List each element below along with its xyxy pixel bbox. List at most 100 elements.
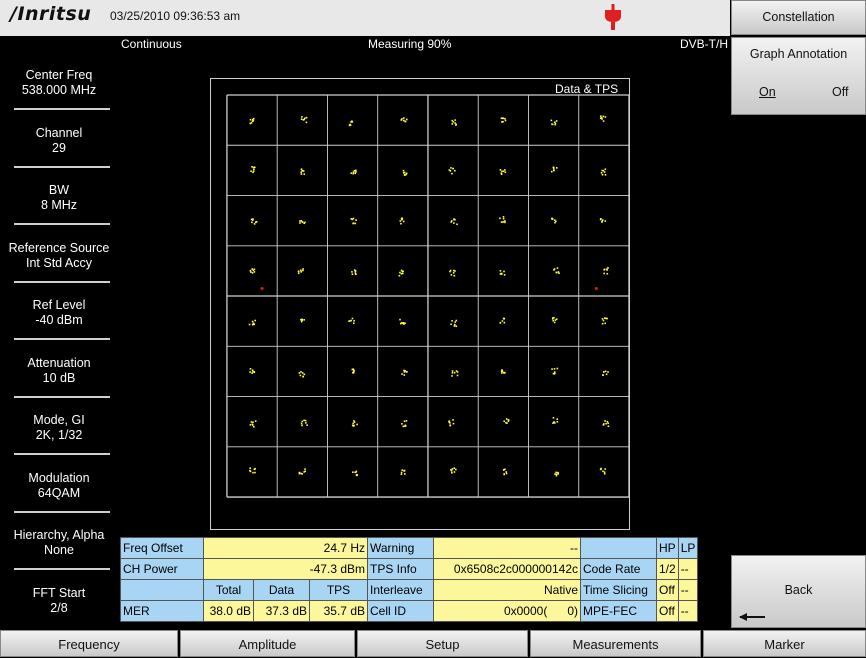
date-time: 03/25/2010 09:36:53 am <box>110 9 241 23</box>
param-value: 538.000 MHz <box>21 83 97 97</box>
code-rate-lp: -- <box>677 558 699 580</box>
mer-label: MER <box>120 600 204 622</box>
time-slicing-lp: -- <box>677 579 699 601</box>
constellation-point <box>300 419 308 427</box>
constellation-point <box>551 367 559 375</box>
constellation-point <box>451 119 458 126</box>
setup-menu-button[interactable]: Setup <box>357 630 528 657</box>
graph-annotation-button[interactable]: Graph Annotation On Off <box>731 37 866 115</box>
constellation-point <box>350 217 357 225</box>
constellation-point <box>399 318 406 325</box>
code-rate-hp: 1/2 <box>656 558 679 580</box>
parameter-summary-panel: Center Freq 538.000 MHz Channel 29 BW 8 MHz Re… <box>0 51 118 628</box>
measurement-status-bar: Continuous Measuring 90% DVB-T/H <box>118 36 730 51</box>
constellation-point <box>451 370 459 377</box>
constellation-point <box>400 117 408 123</box>
constellation-point <box>250 165 256 174</box>
constellation-point <box>552 416 559 425</box>
measurement-table: Freq Offset 24.7 Hz Warning -- HP LP CH … <box>120 537 699 622</box>
constellation-point <box>502 468 508 476</box>
marker-menu-button[interactable]: Marker <box>703 630 866 657</box>
frequency-menu-button[interactable]: Frequency <box>0 630 178 657</box>
mpe-fec-label: MPE-FEC <box>580 600 657 622</box>
constellation-point <box>298 468 306 475</box>
param-value: 29 <box>52 140 66 155</box>
param-label: Hierarchy, Alpha <box>13 528 105 542</box>
constellation-point <box>550 166 558 173</box>
constellation-point <box>599 115 607 122</box>
param-value: 64QAM <box>37 485 81 500</box>
back-button-label: Back <box>784 583 813 597</box>
param-separator <box>14 223 110 225</box>
constellation-point <box>550 119 558 126</box>
freq-offset-label: Freq Offset <box>120 537 204 559</box>
constellation-point <box>449 269 456 277</box>
param-label: Channel <box>35 125 83 140</box>
annotation-off-option[interactable]: Off <box>832 85 849 99</box>
tps-marker <box>260 287 264 290</box>
softkey-panel: Constellation Graph Annotation On Off Ba… <box>731 0 866 628</box>
param-value: None <box>44 543 74 557</box>
constellation-point <box>351 269 357 276</box>
param-mode-gi: Mode, GI 2K, 1/32 <box>0 413 118 443</box>
graph-annotation-label: Graph Annotation <box>749 47 848 61</box>
status-header: /Inritsu 03/25/2010 09:36:53 am <box>0 0 730 36</box>
param-label: Center Freq <box>25 68 93 82</box>
param-label: BW <box>48 183 70 197</box>
cell-id-label: Cell ID <box>367 600 434 622</box>
constellation-point <box>249 268 256 274</box>
param-label: Ref Level <box>32 298 86 312</box>
param-value: 10 dB <box>42 370 76 385</box>
param-value: 2/8 <box>50 600 68 615</box>
sweep-mode: Continuous <box>121 37 182 51</box>
annotation-on-option[interactable]: On <box>759 85 776 99</box>
lp-header: LP <box>677 537 699 559</box>
constellation-point <box>351 420 358 427</box>
param-separator <box>14 165 110 168</box>
param-ref-level: Ref Level -40 dBm <box>0 298 118 328</box>
constellation-point <box>500 117 507 123</box>
param-label: Reference Source <box>8 240 110 255</box>
param-hierarchy-alpha: Hierarchy, Alpha None <box>0 528 118 558</box>
constellation-point <box>348 317 355 325</box>
param-bw: BW 8 MHz <box>0 183 118 213</box>
constellation-point <box>249 420 257 428</box>
constellation-point <box>300 168 306 175</box>
graph-title: Data & TPS <box>555 82 619 96</box>
constellation-point <box>599 467 607 475</box>
amplitude-menu-button[interactable]: Amplitude <box>180 630 355 657</box>
interleave-label: Interleave <box>367 579 434 601</box>
tps-info-label: TPS Info <box>367 558 434 580</box>
constellation-point <box>554 471 559 477</box>
param-fft-start: FFT Start 2/8 <box>0 586 118 616</box>
constellation-point <box>401 369 408 376</box>
param-separator <box>14 395 110 398</box>
power-plug-icon <box>605 4 621 30</box>
back-button[interactable]: Back <box>731 555 866 628</box>
time-slicing-hp: Off <box>656 579 679 601</box>
constellation-point <box>602 420 610 428</box>
constellation-point <box>400 469 406 476</box>
cell-id-value: 0x0000( 0) <box>433 600 581 622</box>
constellation-point <box>500 369 506 374</box>
param-label: Attenuation <box>27 355 91 370</box>
constellation-point <box>602 370 609 376</box>
param-separator <box>14 280 110 283</box>
interleave-value: Native <box>433 579 581 601</box>
constellation-point <box>499 270 506 276</box>
measurements-menu-button[interactable]: Measurements <box>530 630 701 657</box>
mer-tps: 35.7 dB <box>309 600 368 622</box>
constellation-point <box>399 217 405 225</box>
constellation-point <box>351 368 355 374</box>
param-value: -40 dBm <box>35 313 83 327</box>
mer-data: 37.3 dB <box>253 600 310 622</box>
back-arrow-icon <box>739 613 765 621</box>
constellation-point <box>499 317 506 324</box>
param-modulation: Modulation 64QAM <box>0 471 118 501</box>
param-separator <box>14 453 110 455</box>
constellation-point <box>450 319 458 328</box>
constellation-point <box>600 168 607 176</box>
constellation-point <box>350 169 357 175</box>
constellation-point <box>299 220 306 225</box>
constellation-point <box>402 169 408 176</box>
